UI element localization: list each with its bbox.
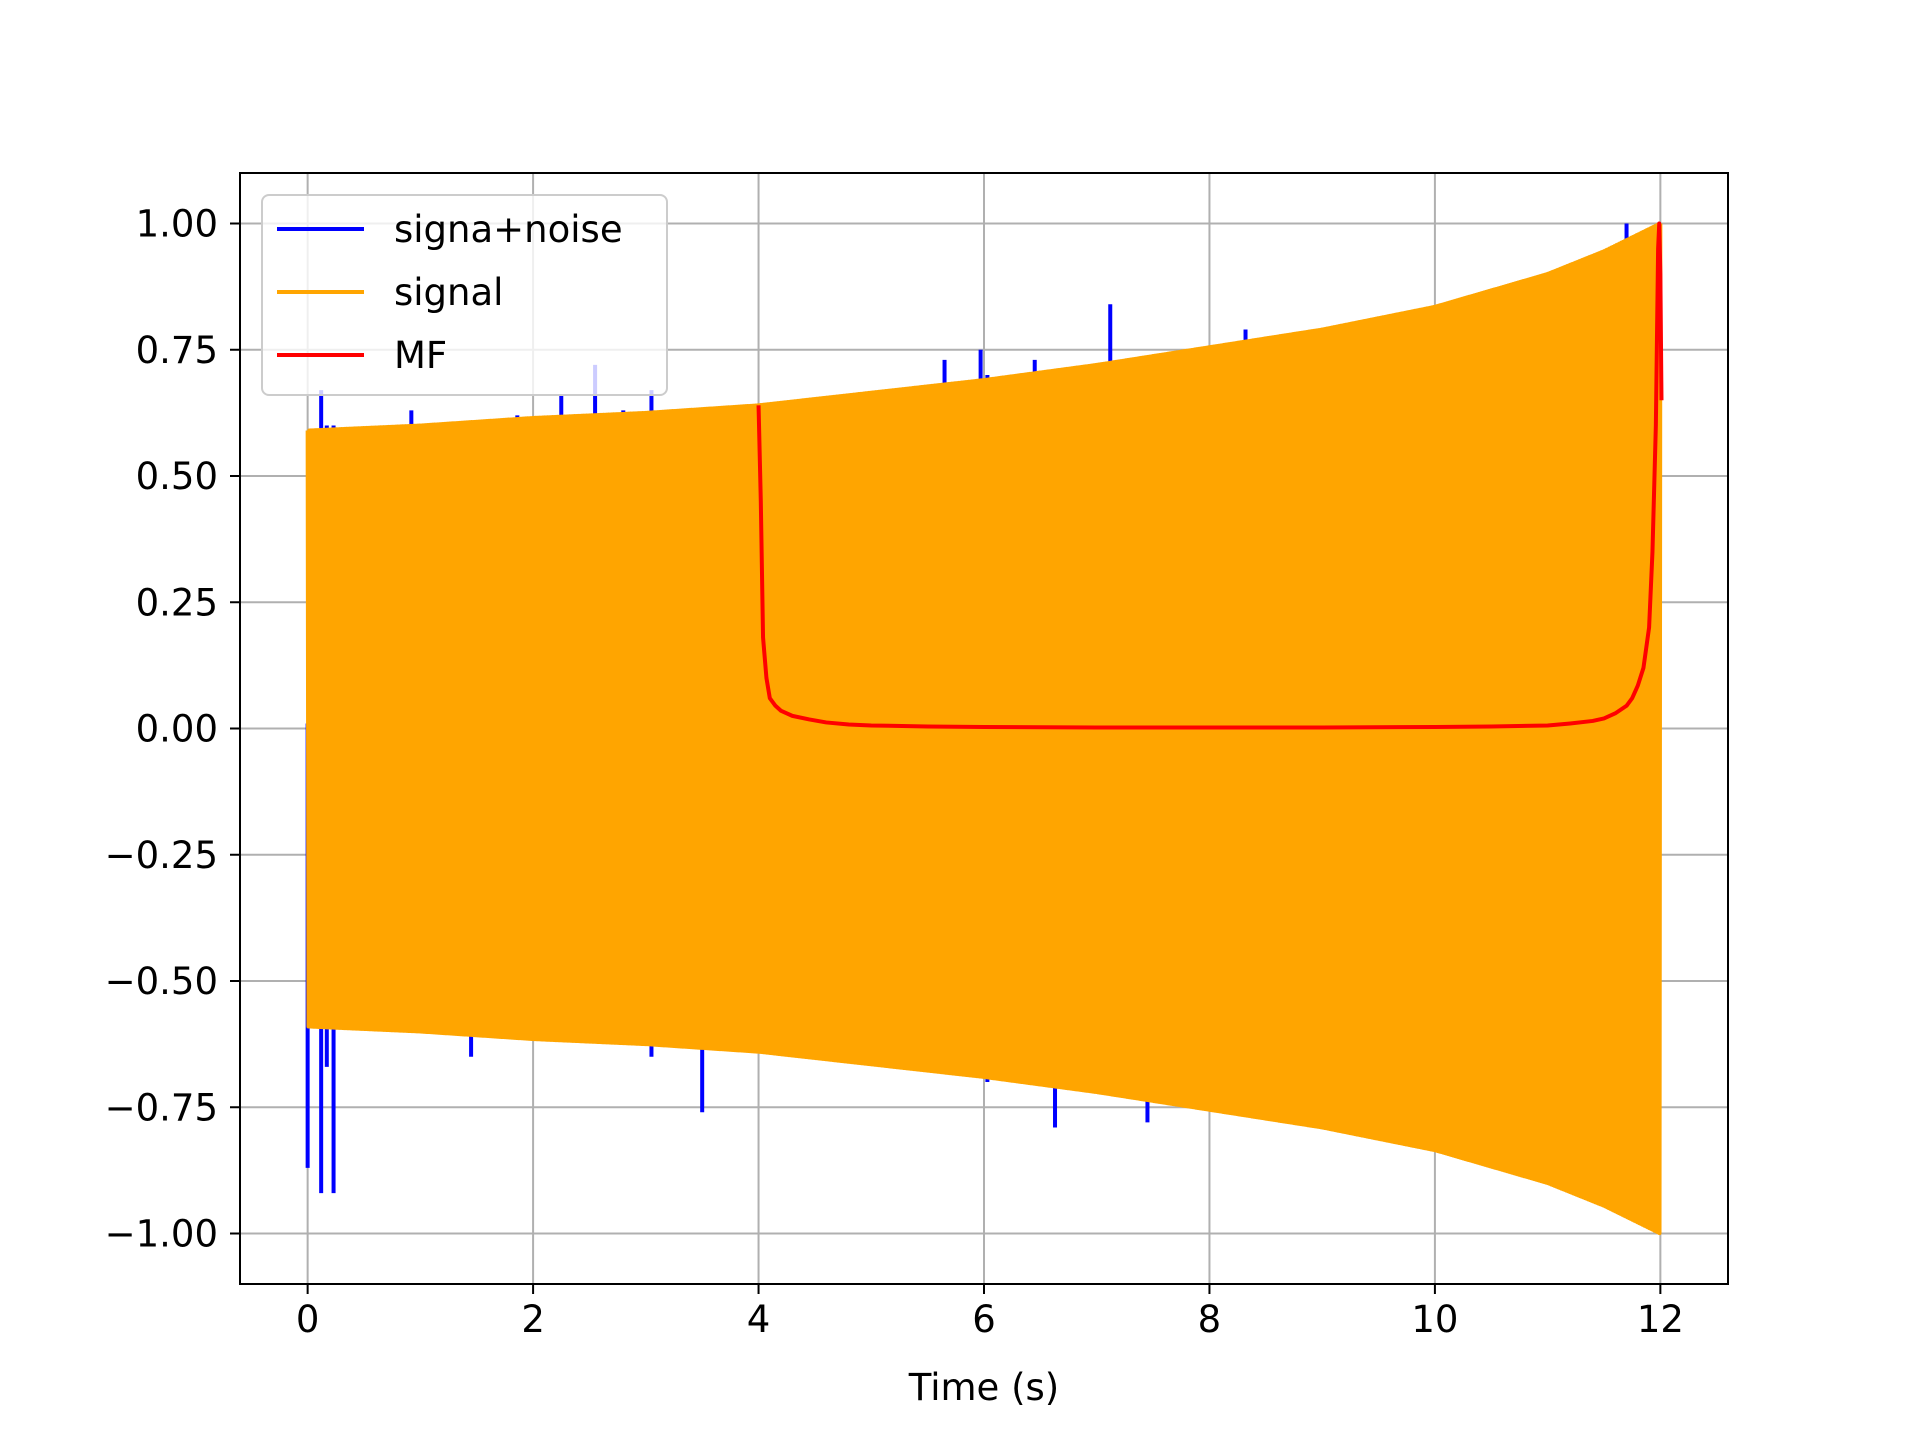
y-tick-label: 1.00	[136, 203, 218, 246]
x-tick-label: 0	[296, 1298, 320, 1341]
x-tick-label: 12	[1637, 1298, 1684, 1341]
x-tick-label: 10	[1411, 1298, 1458, 1341]
x-tick-label: 2	[521, 1298, 545, 1341]
y-axis-ticks: 1.00 0.75 0.50 0.25 0.00 −0.25 −0.50 −0.75 −1.00	[105, 203, 240, 1256]
y-tick-label: 0.50	[136, 455, 218, 498]
series-layer	[305, 221, 1664, 1236]
y-tick-label: 0.75	[136, 329, 218, 372]
legend-label-mf: MF	[394, 334, 447, 377]
x-tick-label: 6	[972, 1298, 996, 1341]
legend-box	[261, 194, 668, 396]
signal-line	[305, 222, 1663, 1236]
x-tick-label: 8	[1198, 1298, 1222, 1341]
x-axis-label: Time (s)	[908, 1366, 1059, 1409]
x-axis-ticks: 0 2 4 6 8 10 12	[296, 1284, 1684, 1341]
mf-line	[756, 221, 1664, 730]
y-tick-label: 0.00	[136, 708, 218, 751]
y-tick-label: −0.25	[105, 834, 218, 877]
x-tick-label: 4	[747, 1298, 771, 1341]
legend-label-signal-noise: signa+noise	[394, 208, 623, 251]
legend-label-signal: signal	[394, 271, 503, 314]
legend: signa+noise signal MF	[261, 194, 668, 396]
y-tick-label: −0.50	[105, 960, 218, 1003]
y-tick-label: −1.00	[105, 1213, 218, 1256]
y-tick-label: −0.75	[105, 1086, 218, 1129]
y-tick-label: 0.25	[136, 581, 218, 624]
